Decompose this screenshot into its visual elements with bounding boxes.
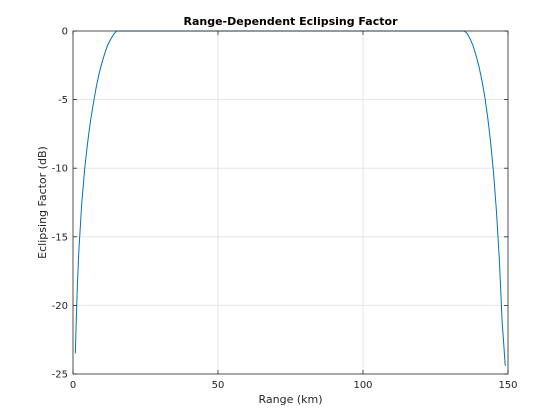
grid <box>73 31 508 374</box>
y-tick-label: 0 <box>62 27 68 38</box>
chart-title: Range-Dependent Eclipsing Factor <box>184 15 399 28</box>
plot-area <box>73 31 508 374</box>
y-tick-label: -25 <box>52 370 68 381</box>
x-tick-label: 0 <box>70 380 76 391</box>
y-tick-label: -20 <box>52 301 68 312</box>
y-tick-label: -10 <box>52 164 68 175</box>
y-tick-label: -5 <box>58 95 68 106</box>
x-tick-label: 100 <box>353 380 372 391</box>
x-tick-label: 50 <box>212 380 225 391</box>
ticks: 0 50 100 150 0 -5 -10 -15 -20 -25 <box>52 27 518 392</box>
plot-frame <box>72 30 509 375</box>
y-tick-label: -15 <box>52 232 68 243</box>
y-axis-label: Eclipsing Factor (dB) <box>36 146 49 259</box>
x-axis-label: Range (km) <box>258 393 322 406</box>
x-tick-label: 150 <box>498 380 517 391</box>
